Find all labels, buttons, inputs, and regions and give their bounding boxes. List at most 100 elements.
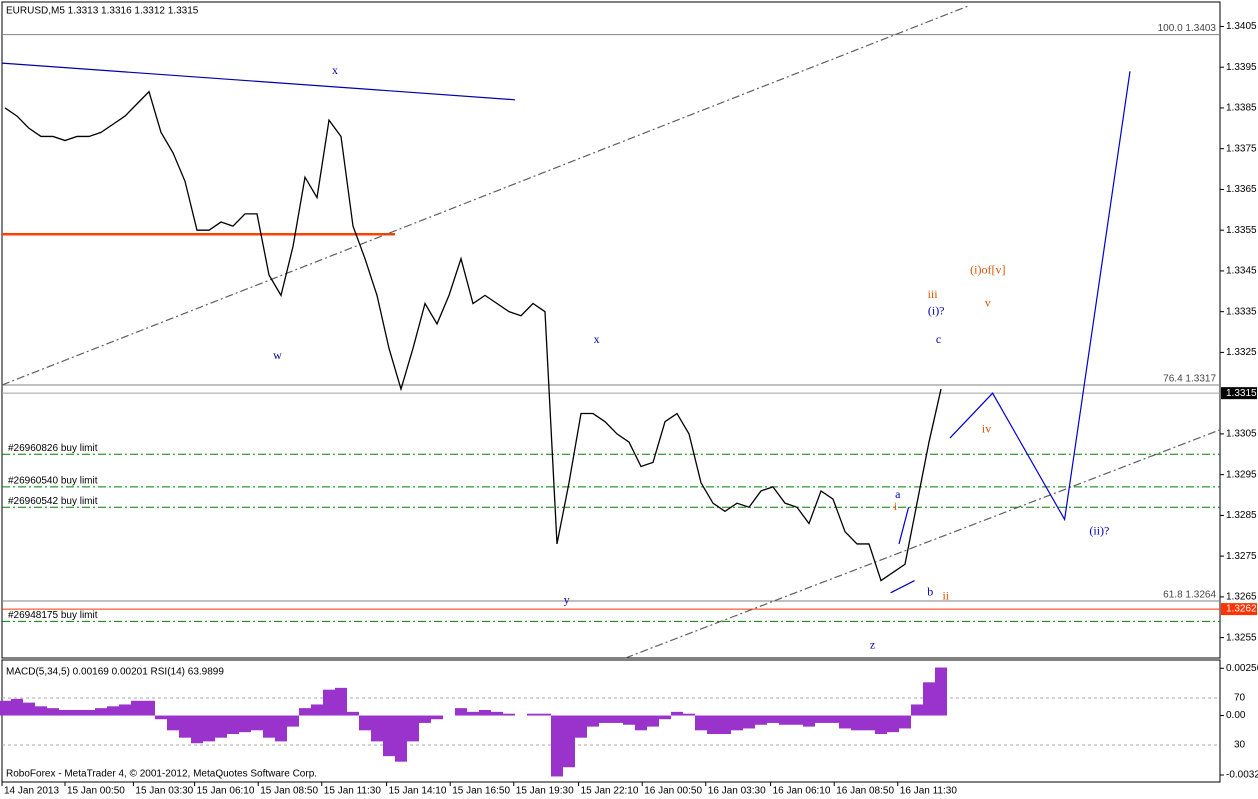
macd-bar: [11, 698, 23, 716]
macd-bar: [551, 715, 563, 777]
macd-bar: [335, 687, 347, 716]
y-tick-label: 1.3305: [1226, 429, 1257, 440]
wave-label: (i)?: [928, 303, 945, 317]
x-tick-label: 16 Jan 00:50: [644, 786, 702, 797]
macd-bar: [767, 715, 779, 723]
macd-bar: [227, 715, 239, 734]
y-tick-label: 1.3375: [1226, 143, 1257, 154]
macd-bar: [611, 715, 623, 723]
macd-bar: [671, 711, 683, 716]
macd-bar: [23, 702, 35, 716]
drawn-line: [1, 62, 516, 101]
wave-label: w: [273, 348, 282, 362]
macd-bar: [755, 715, 767, 725]
macd-bar: [107, 706, 119, 716]
wave-label: i: [894, 499, 898, 513]
macd-bar: [683, 713, 695, 716]
macd-bar: [479, 710, 491, 716]
x-tick-label: 16 Jan 11:30: [900, 786, 958, 797]
y-tick-label: 1.3355: [1226, 225, 1257, 236]
macd-bar: [359, 715, 371, 731]
macd-bar: [455, 708, 467, 716]
wave-label: (ii)?: [1089, 523, 1109, 537]
footer: RoboForex - MetaTrader 4, © 2001-2012, M…: [6, 769, 317, 780]
macd-bar: [815, 715, 827, 723]
price-box: [1221, 603, 1257, 616]
macd-bar: [935, 667, 947, 716]
indicator-tick-label: -0.00322: [1226, 770, 1258, 781]
macd-bar: [599, 715, 611, 723]
macd-bar: [659, 715, 671, 720]
macd-bar: [167, 715, 179, 731]
macd-bar: [431, 715, 443, 720]
macd-bar: [83, 710, 95, 716]
indicator-tick-label: 0.00256: [1226, 663, 1258, 674]
macd-bar: [839, 715, 851, 729]
macd-bar: [0, 700, 11, 716]
macd-bar: [635, 715, 647, 731]
macd-bar: [299, 708, 311, 716]
y-tick-label: 1.3285: [1226, 510, 1257, 521]
macd-bar: [215, 715, 227, 738]
macd-bar: [239, 715, 251, 733]
main-frame: [1, 1, 1221, 659]
price-box-label: 1.3262: [1226, 604, 1257, 615]
y-tick-label: 1.3385: [1226, 103, 1257, 114]
x-tick-label: 15 Jan 19:30: [516, 786, 574, 797]
macd-bar: [923, 682, 935, 716]
y-tick-label: 1.3255: [1226, 632, 1257, 643]
level-label: 76.4 1.3317: [1163, 374, 1216, 385]
indicator-label: MACD(5,34,5) 0.00169 0.00201 RSI(14) 63.…: [6, 667, 224, 678]
macd-bar: [527, 713, 539, 716]
macd-bar: [647, 715, 659, 727]
wave-label: b: [927, 585, 933, 599]
x-tick-label: 15 Jan 03:30: [135, 786, 193, 797]
macd-bar: [731, 715, 743, 731]
wave-label: x: [594, 332, 600, 346]
wave-label: x: [332, 63, 338, 77]
macd-bar: [155, 715, 167, 720]
macd-bar: [347, 711, 359, 716]
wave-label: a: [895, 487, 901, 501]
macd-bar: [71, 710, 83, 716]
indicator-tick-label: 0.00: [1226, 710, 1246, 721]
x-tick-label: 15 Jan 08:50: [260, 786, 318, 797]
y-tick-label: 1.3395: [1226, 62, 1257, 73]
level-label: #26960542 buy limit: [8, 496, 98, 507]
macd-bar: [383, 715, 395, 757]
macd-bar: [419, 715, 431, 723]
x-tick-label: 16 Jan 06:10: [773, 786, 831, 797]
x-tick-label: 15 Jan 14:10: [389, 786, 447, 797]
y-tick-label: 1.3405: [1226, 21, 1257, 32]
drawn-line: [625, 429, 1221, 659]
macd-bar: [779, 715, 791, 725]
macd-bar: [695, 715, 707, 731]
x-tick-label: 15 Jan 16:50: [452, 786, 510, 797]
macd-bar: [851, 715, 863, 731]
macd-bar: [119, 704, 131, 716]
macd-bar: [203, 715, 215, 742]
level-label: #26948175 buy limit: [8, 610, 98, 621]
wave-label: iv: [982, 422, 991, 436]
wave-label: ii: [942, 589, 949, 603]
x-tick-label: 15 Jan 11:30: [324, 786, 382, 797]
y-tick-label: 1.3275: [1226, 551, 1257, 562]
y-tick-label: 1.3345: [1226, 266, 1257, 277]
drawn-line: [949, 71, 1131, 522]
x-tick-label: 16 Jan 03:30: [708, 786, 766, 797]
macd-bar: [827, 715, 839, 723]
x-tick-label: 16 Jan 08:50: [836, 786, 894, 797]
macd-bar: [719, 715, 731, 734]
indicator-frame: [1, 659, 1221, 783]
macd-bar: [899, 715, 911, 729]
wave-label: v: [985, 295, 991, 309]
wave-label: y: [564, 593, 570, 607]
macd-bar: [707, 715, 719, 734]
x-tick-label: 15 Jan 00:50: [67, 786, 125, 797]
price-box-label: 1.3315: [1226, 388, 1257, 399]
wave-label: (i)of[v]: [970, 263, 1005, 277]
macd-bar: [143, 700, 155, 716]
macd-bar: [863, 715, 875, 731]
price-line: [4, 90, 942, 582]
wave-label: iii: [928, 287, 939, 301]
